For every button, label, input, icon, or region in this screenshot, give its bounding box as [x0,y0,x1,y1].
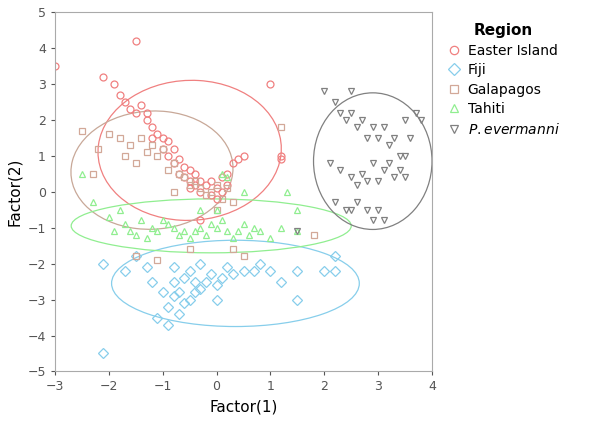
X-axis label: Factor(1): Factor(1) [209,399,278,414]
Y-axis label: Factor(2): Factor(2) [7,157,22,226]
Legend: Easter Island, Fiji, Galapagos, Tahiti, $\it{P.evermanni}$: Easter Island, Fiji, Galapagos, Tahiti, … [443,19,564,141]
